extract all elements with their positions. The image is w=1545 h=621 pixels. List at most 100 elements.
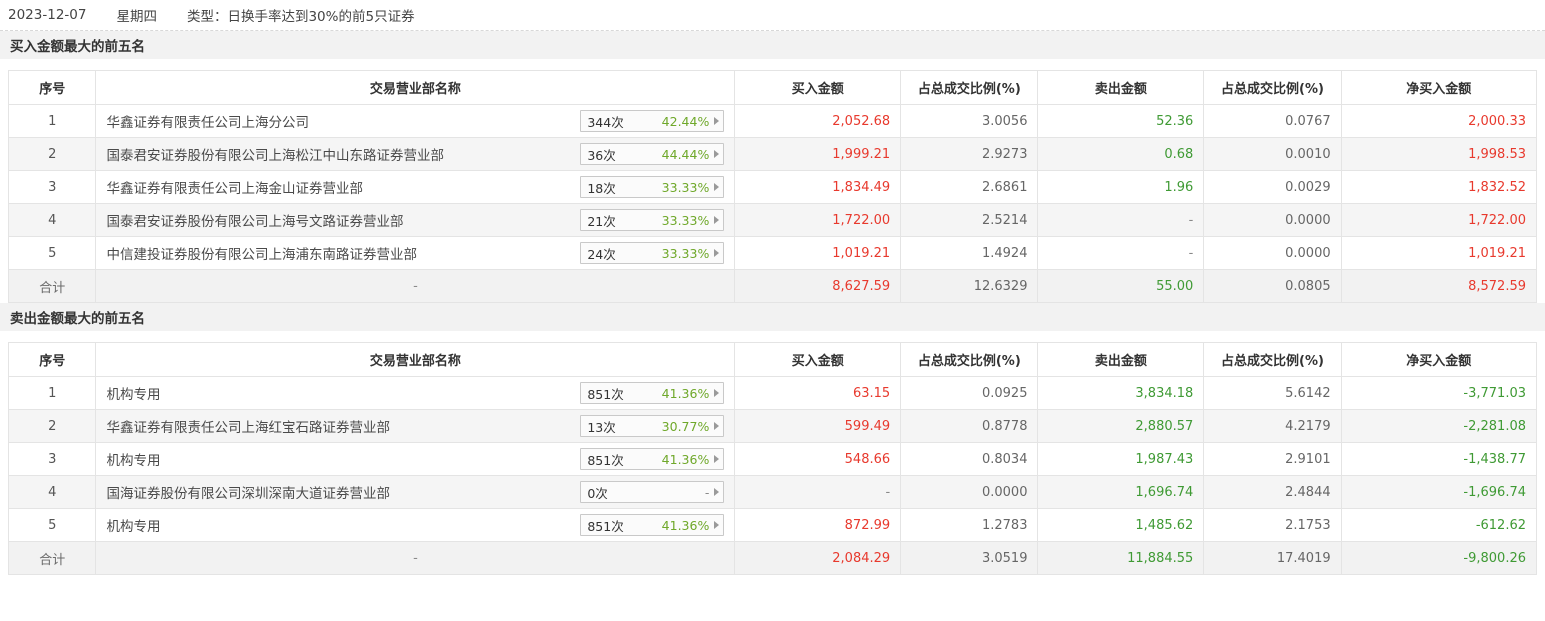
column-header-buy-amount: 买入金额 (734, 342, 902, 377)
frequency-count-label: 851次 (587, 452, 624, 468)
table-row[interactable]: 2 国泰君安证券股份有限公司上海松江中山东路证券营业部 36次 44.44% 1,999… (7, 137, 1538, 171)
table-total-row: 合计 -8,627.59 12.6329 55.00 0.0805 8,572.59 (7, 269, 1538, 303)
cell-index: 5 (7, 236, 97, 270)
branch-name-label: 国泰君安证券股份有限公司上海松江中山东路证券营业部 (106, 148, 444, 164)
cell-sell-amount: 1,485.62 (1037, 508, 1205, 542)
total-label: 合计 (7, 269, 97, 303)
cell-buy-ratio: 0.0925 (900, 376, 1039, 410)
table-header-row: 序号 交易营业部名称 买入金额 占总成交比例(%) 卖出金额 占总成交比例(%) 净买入金额 (7, 342, 1538, 377)
frequency-badge[interactable]: 851次 41.36% (580, 448, 725, 470)
frequency-badge[interactable]: 36次 44.44% (580, 143, 725, 165)
frequency-rate-label: 41.36% (661, 517, 710, 533)
branch-name-label: 华鑫证券有限责任公司上海红宝石路证券营业部 (106, 420, 390, 436)
table-row[interactable]: 4 国海证券股份有限公司深圳深南大道证券营业部 0次 - -0.0000 1,696.74… (7, 475, 1538, 509)
cell-net-amount: 1,019.21 (1340, 236, 1538, 270)
frequency-count-label: 13次 (587, 419, 616, 435)
column-header-name: 交易营业部名称 (95, 70, 736, 105)
frequency-count-label: 18次 (587, 180, 616, 196)
branch-name-wrapper: 华鑫证券有限责任公司上海金山证券营业部 18次 33.33% (106, 172, 725, 203)
cell-branch-name: 机构专用 851次 41.36% (95, 508, 736, 542)
cell-buy-amount: 1,722.00 (734, 203, 902, 237)
cell-branch-name: 华鑫证券有限责任公司上海分公司 344次 42.44% (95, 104, 736, 138)
chevron-right-icon[interactable] (714, 422, 720, 430)
frequency-rate-label: 33.33% (661, 212, 710, 228)
cell-branch-name: 国泰君安证券股份有限公司上海号文路证券营业部 21次 33.33% (95, 203, 736, 237)
branch-name-wrapper: 国泰君安证券股份有限公司上海松江中山东路证券营业部 36次 44.44% (106, 139, 725, 170)
frequency-rate-label: 41.36% (661, 385, 710, 401)
table-row[interactable]: 2 华鑫证券有限责任公司上海红宝石路证券营业部 13次 30.77% 599.49 0.8… (7, 409, 1538, 443)
column-header-buy-ratio: 占总成交比例(%) (900, 342, 1039, 377)
frequency-count-label: 36次 (587, 147, 616, 163)
frequency-rate-label: 44.44% (661, 146, 710, 162)
table-row[interactable]: 3 华鑫证券有限责任公司上海金山证券营业部 18次 33.33% 1,834.49 2.6… (7, 170, 1538, 204)
cell-buy-ratio: 2.9273 (900, 137, 1039, 171)
cell-buy-amount: 599.49 (734, 409, 902, 443)
frequency-badge[interactable]: 851次 41.36% (580, 514, 725, 536)
cell-sell-ratio: 4.2179 (1203, 409, 1342, 443)
branch-name-label: 中信建投证券股份有限公司上海浦东南路证券营业部 (106, 247, 417, 263)
frequency-badge[interactable]: 344次 42.44% (580, 110, 725, 132)
cell-sell-amount: 0.68 (1037, 137, 1205, 171)
chevron-right-icon[interactable] (714, 117, 720, 125)
cell-net-amount: -1,696.74 (1340, 475, 1538, 509)
table-row[interactable]: 1 机构专用 851次 41.36% 63.15 0.0925 3,834.18 5.6142… (7, 376, 1538, 410)
chevron-right-icon[interactable] (714, 455, 720, 463)
chevron-right-icon[interactable] (714, 183, 720, 191)
total-net-amount: -9,800.26 (1340, 541, 1538, 575)
cell-sell-ratio: 2.4844 (1203, 475, 1342, 509)
frequency-badge[interactable]: 21次 33.33% (580, 209, 725, 231)
frequency-count-label: 24次 (587, 246, 616, 262)
cell-sell-ratio: 0.0767 (1203, 104, 1342, 138)
frequency-badge[interactable]: 18次 33.33% (580, 176, 725, 198)
table-row[interactable]: 3 机构专用 851次 41.36% 548.66 0.8034 1,987.43 2.910… (7, 442, 1538, 476)
table-row[interactable]: 1 华鑫证券有限责任公司上海分公司 344次 42.44% 2,052.68 3.0056… (7, 104, 1538, 138)
table-row[interactable]: 5 中信建投证券股份有限公司上海浦东南路证券营业部 24次 33.33% 1,019.2… (7, 236, 1538, 270)
table-row[interactable]: 4 国泰君安证券股份有限公司上海号文路证券营业部 21次 33.33% 1,722.00… (7, 203, 1538, 237)
cell-branch-name: 国泰君安证券股份有限公司上海松江中山东路证券营业部 36次 44.44% (95, 137, 736, 171)
column-header-buy-amount: 买入金额 (734, 70, 902, 105)
cell-buy-amount: 1,999.21 (734, 137, 902, 171)
table-row[interactable]: 5 机构专用 851次 41.36% 872.99 1.2783 1,485.62 2.175… (7, 508, 1538, 542)
frequency-badge[interactable]: 13次 30.77% (580, 415, 725, 437)
cell-net-amount: 1,832.52 (1340, 170, 1538, 204)
chevron-right-icon[interactable] (714, 488, 720, 496)
total-name-placeholder: - (95, 541, 736, 575)
meta-bar: 2023-12-07 星期四 类型：日换手率达到30%的前5只证券 (0, 0, 1545, 31)
chevron-right-icon[interactable] (714, 216, 720, 224)
branch-name-label: 机构专用 (106, 519, 161, 535)
cell-buy-ratio: 0.0000 (900, 475, 1039, 509)
table-wrapper-2: 序号 交易营业部名称 买入金额 占总成交比例(%) 卖出金额 占总成交比例(%) 净买入金额… (0, 342, 1545, 575)
cell-index: 4 (7, 203, 97, 237)
cell-index: 3 (7, 442, 97, 476)
cell-index: 2 (7, 137, 97, 171)
chevron-right-icon[interactable] (714, 150, 720, 158)
cell-index: 1 (7, 376, 97, 410)
meta-weekday: 星期四 (116, 9, 157, 25)
frequency-count-label: 0次 (587, 485, 608, 501)
column-header-name: 交易营业部名称 (95, 342, 736, 377)
cell-sell-amount: 1,696.74 (1037, 475, 1205, 509)
frequency-badge[interactable]: 24次 33.33% (580, 242, 725, 264)
frequency-badge[interactable]: 851次 41.36% (580, 382, 725, 404)
frequency-count-label: 21次 (587, 213, 616, 229)
sections-root: 买入金额最大的前五名 序号 交易营业部名称 买入金额 占总成交比例(%) 卖出金额 占总成交… (0, 31, 1545, 575)
total-buy-ratio: 12.6329 (900, 269, 1039, 303)
branch-name-wrapper: 中信建投证券股份有限公司上海浦东南路证券营业部 24次 33.33% (106, 238, 725, 269)
branch-name-label: 华鑫证券有限责任公司上海分公司 (106, 115, 309, 131)
chevron-right-icon[interactable] (714, 249, 720, 257)
cell-index: 3 (7, 170, 97, 204)
chevron-right-icon[interactable] (714, 521, 720, 529)
chevron-right-icon[interactable] (714, 389, 720, 397)
branch-name-label: 华鑫证券有限责任公司上海金山证券营业部 (106, 181, 363, 197)
cell-sell-amount: 1,987.43 (1037, 442, 1205, 476)
cell-sell-amount: 2,880.57 (1037, 409, 1205, 443)
cell-branch-name: 华鑫证券有限责任公司上海金山证券营业部 18次 33.33% (95, 170, 736, 204)
frequency-rate-label: 33.33% (661, 179, 710, 195)
meta-type: 类型：日换手率达到30%的前5只证券 (186, 9, 415, 25)
branch-name-wrapper: 国海证券股份有限公司深圳深南大道证券营业部 0次 - (106, 477, 725, 508)
cell-branch-name: 机构专用 851次 41.36% (95, 442, 736, 476)
top-five-table-1: 序号 交易营业部名称 买入金额 占总成交比例(%) 卖出金额 占总成交比例(%) 净买入金额… (7, 70, 1538, 303)
frequency-badge[interactable]: 0次 - (580, 481, 725, 503)
cell-buy-amount: 548.66 (734, 442, 902, 476)
column-header-sell-ratio: 占总成交比例(%) (1203, 342, 1342, 377)
